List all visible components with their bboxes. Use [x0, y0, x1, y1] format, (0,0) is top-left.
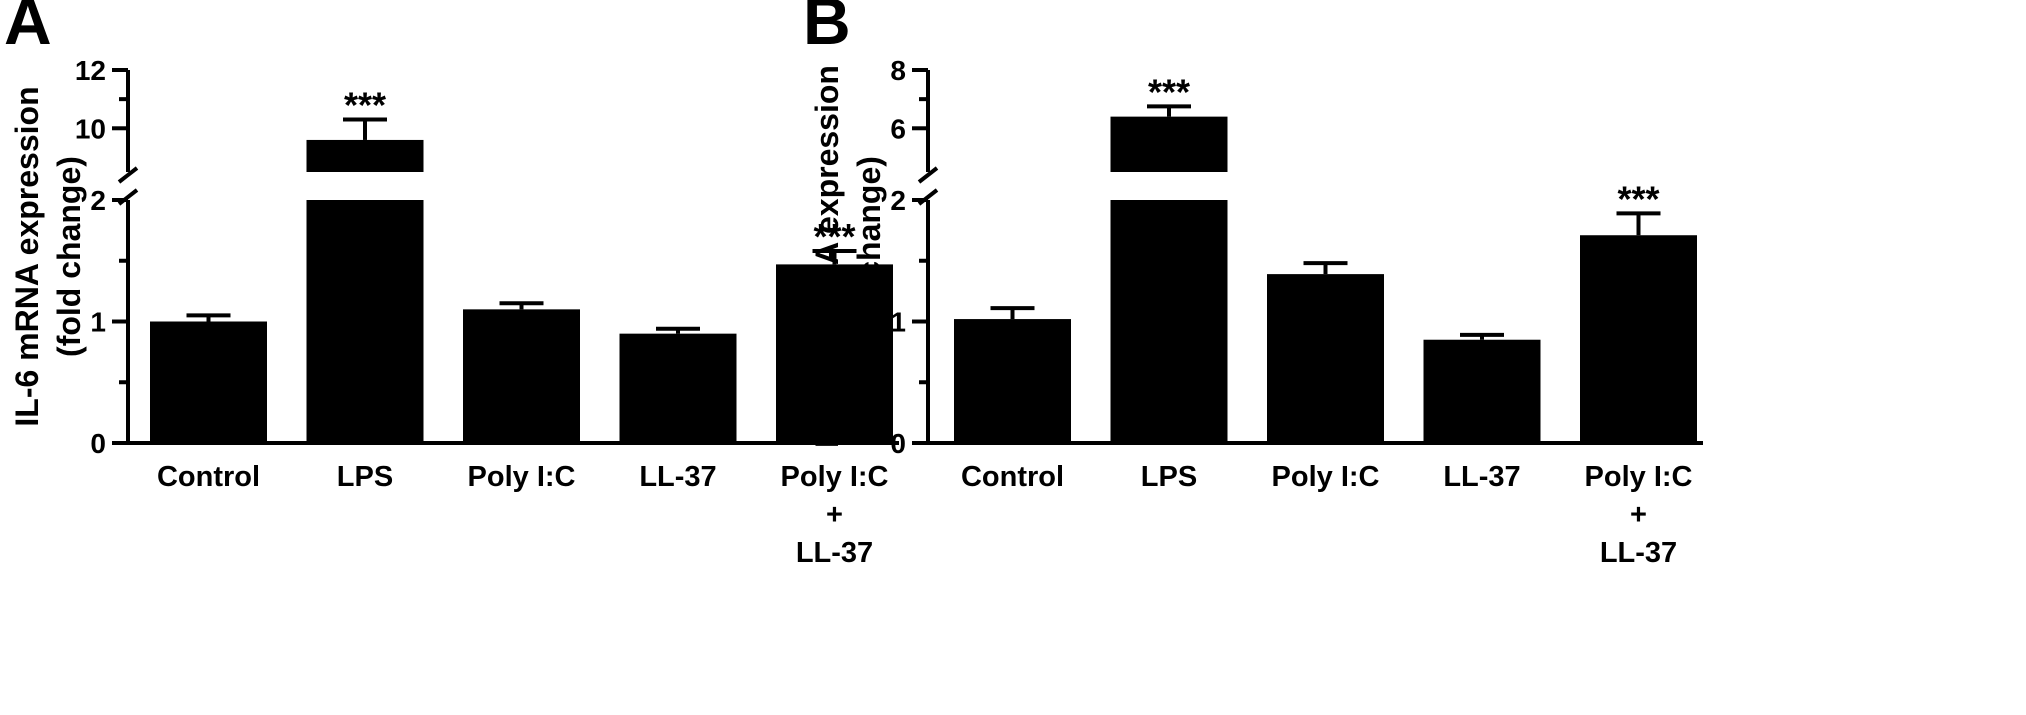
panel-letter: B	[803, 0, 851, 58]
bar-lower-segment	[1110, 200, 1228, 443]
y-tick-label: 2	[90, 185, 106, 216]
y-tick-label: 1	[890, 307, 906, 338]
y-tick-label: 8	[890, 55, 906, 86]
axis-break-mark	[117, 166, 139, 184]
bar	[954, 319, 1071, 443]
bar	[619, 333, 737, 443]
y-axis-label: IL-6 mRNA expression	[9, 86, 45, 426]
bar	[1267, 274, 1384, 443]
bar	[1580, 235, 1697, 443]
category-label: LL-37	[639, 461, 716, 493]
category-label: LL-37	[1443, 461, 1520, 493]
y-tick-label: 0	[890, 428, 906, 459]
bar	[776, 264, 893, 443]
category-label: +	[1630, 499, 1647, 531]
category-label: Control	[157, 461, 260, 493]
significance-marker: ***	[813, 216, 855, 257]
bar	[463, 309, 580, 443]
y-tick-label: 2	[890, 185, 906, 216]
category-label: LPS	[1141, 461, 1197, 493]
y-axis-label: MCP-1 mRNA expression	[809, 65, 845, 448]
axis-break-mark	[917, 166, 939, 184]
y-axis-label: (fold change)	[851, 156, 887, 357]
category-label: Poly I:C	[468, 461, 576, 493]
y-tick-label: 6	[890, 113, 906, 144]
bar-upper-segment	[306, 139, 424, 172]
bar	[1423, 339, 1541, 443]
category-label: LL-37	[796, 537, 873, 569]
category-label: Control	[961, 461, 1064, 493]
y-tick-label: 0	[90, 428, 106, 459]
bar-upper-segment	[1110, 116, 1228, 172]
panel-b: B MCP-1 mRNA expression (fold change) 0 1 2 6 8…	[803, 0, 1703, 569]
panel-letter: A	[4, 0, 52, 58]
bar	[150, 321, 267, 443]
y-tick-label: 1	[90, 307, 106, 338]
significance-marker: ***	[1617, 178, 1659, 219]
category-label: Poly I:C	[781, 461, 889, 493]
category-label: Poly I:C	[1585, 461, 1693, 493]
y-tick-label: 10	[75, 113, 106, 144]
significance-marker: ***	[1148, 71, 1190, 112]
y-tick-label: 12	[75, 55, 106, 86]
significance-marker: ***	[344, 85, 386, 126]
bar-lower-segment	[306, 200, 424, 443]
y-axis-label: (fold change)	[51, 156, 87, 357]
category-label: +	[826, 499, 843, 531]
category-label: LPS	[337, 461, 393, 493]
category-label: LL-37	[1600, 537, 1677, 569]
panel-a: AIL-6 mRNA expression (fold change)012101…	[4, 0, 899, 569]
category-label: Poly I:C	[1272, 461, 1380, 493]
